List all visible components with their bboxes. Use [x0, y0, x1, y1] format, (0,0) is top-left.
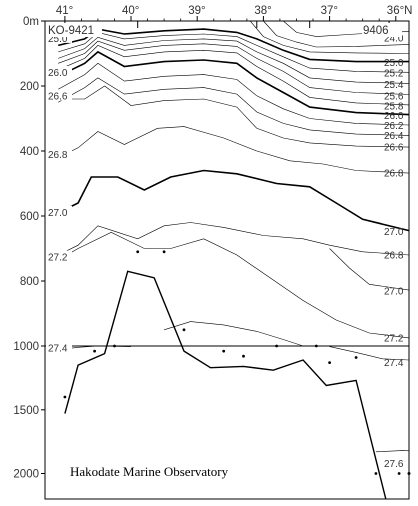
station-right-bg: [362, 23, 402, 37]
isopycnal-label-left-bg-13: [46, 205, 72, 217]
isopycnal-label-right-14: 26.8: [384, 251, 404, 262]
station-left-label: KO-9421: [48, 25, 94, 37]
isopycnal-label-left-bg-3: [46, 31, 72, 43]
isopycnal-label-left-3: 25.0: [48, 34, 68, 45]
isopycnal-label-right-12: 26.8: [384, 169, 404, 180]
depth-tick-label-4: 800: [20, 276, 39, 288]
isopycnal-27-0-15: [329, 248, 410, 291]
isopycnal-label-right-4: 25.2: [384, 69, 404, 80]
isopycnal-label-right-8: 26.0: [384, 111, 404, 122]
isopycnal-26-2-9: [58, 62, 410, 126]
sample-point-6: [222, 349, 226, 353]
station-markers: [64, 21, 390, 28]
isopycnal-label-right-13: 27.0: [384, 227, 404, 238]
isopycnal-label-left-18: 27.4: [48, 344, 68, 355]
isopycnal-label-right-0: 24.0: [384, 33, 404, 44]
sample-point-2: [113, 344, 116, 348]
plot-frame: [44, 20, 410, 500]
lat-tick-label-0: 41°: [56, 5, 73, 17]
sample-point-1: [93, 349, 96, 353]
sample-point-15: [407, 472, 411, 475]
sample-point-8: [275, 344, 278, 348]
isopycnal-26-4-10: [58, 77, 410, 136]
sample-point-13: [397, 472, 401, 475]
sample-point-11: [354, 356, 358, 359]
isopycnal-25-4-5: [58, 36, 410, 84]
lat-tick-label-3: 38°: [254, 5, 271, 17]
isopycnal-label-left-bg-11: [46, 89, 72, 101]
isopycnal-27-6-20: [375, 450, 410, 453]
isopycnal-26-8-12: [58, 126, 410, 174]
lat-tick-label-4: 37°: [321, 5, 338, 17]
isopycnal-label-left-16: 27.2: [48, 253, 68, 264]
isopycnal-lines: [57, 20, 410, 453]
depth-tick-label-2: 400: [20, 146, 39, 158]
sample-points: [63, 250, 411, 475]
isopycnal-label-left-bg-16: [46, 250, 72, 262]
isopycnal-label-right-5: 25.4: [384, 80, 404, 91]
depth-tick-label-5: 1000: [13, 341, 39, 353]
isopycnal-label-right-18: 27.4: [384, 358, 404, 369]
isopycnal-25-6-6: [58, 40, 410, 95]
sample-point-7: [242, 354, 245, 358]
depth-tick-label-1: 200: [20, 81, 39, 93]
isopycnal-26-0-8: [57, 50, 410, 116]
sample-point-5: [182, 328, 186, 332]
isopycnal-27-2-17: [164, 321, 304, 347]
isopycnal-label-right-3: 25.0: [384, 58, 404, 69]
credit-text: Hakodate Marine Observatory: [70, 464, 229, 479]
depth-tick-label-3: 600: [20, 211, 39, 223]
isopycnal-label-right-10: 26.4: [384, 131, 404, 142]
isopycnal-24-4-2: [249, 20, 410, 54]
isopycnal-27-2-16: [58, 231, 410, 339]
sample-point-3: [136, 250, 140, 254]
sample-point-9: [314, 344, 318, 348]
sample-point-4: [162, 250, 166, 254]
depth-axis: 0m 200 400 600 800 1000 1500 2000: [13, 16, 45, 481]
isopycnal-label-left-bg-8: [46, 66, 72, 77]
sample-point-10: [328, 361, 331, 364]
isopycnal-label-left-11: 26.6: [48, 91, 68, 102]
isopycnal-label-right-16: 27.2: [384, 333, 404, 344]
lat-tick-label-2: 39°: [188, 5, 205, 17]
bottom-topography: [64, 270, 387, 500]
isopycnal-24-2-1: [263, 20, 410, 48]
sample-point-12: [374, 472, 378, 475]
isopycnal-27-0-13: [57, 169, 410, 232]
isopycnal-26-6-11: [58, 85, 410, 148]
lat-tick-label-1: 40°: [122, 5, 139, 17]
isopycnal-25-8-7: [58, 45, 410, 106]
isopycnal-label-right-20: 27.6: [384, 459, 404, 470]
isopycnal-label-left-12: 26.8: [48, 150, 68, 161]
isopycnal-label-left-bg-12: [46, 147, 72, 159]
sample-point-0: [63, 395, 67, 399]
isopycnal-labels: 24.025.025.025.225.425.625.826.026.026.2…: [46, 31, 404, 470]
isopycnal-label-right-9: 26.2: [384, 121, 404, 132]
isopycnal-label-right-7: 25.8: [384, 102, 404, 113]
isopycnal-label-left-8: 26.0: [48, 68, 68, 79]
station-right-label: 9406: [363, 25, 389, 37]
depth-tick-label-7: 2000: [13, 469, 39, 481]
isopycnal-label-right-6: 25.6: [384, 91, 404, 102]
bottom-profile-line: [64, 270, 387, 500]
isopycnal-26-8-14: [58, 222, 410, 256]
depth-tick-label-0: 0m: [23, 16, 39, 28]
isopycnal-label-right-11: 26.6: [384, 143, 404, 154]
lat-tick-label-5: 36°N: [387, 5, 413, 17]
latitude-axis: 41° 40° 39° 38° 37° 36°N: [56, 5, 413, 21]
isopycnal-label-right-15: 27.0: [384, 286, 404, 297]
isopycnal-label-left-13: 27.0: [48, 208, 68, 219]
isopycnal-label-left-bg-18: [46, 341, 72, 353]
isopycnal-27-4-19: [329, 346, 410, 361]
station-left-bg: [46, 23, 102, 37]
depth-tick-label-6: 1500: [13, 405, 39, 417]
